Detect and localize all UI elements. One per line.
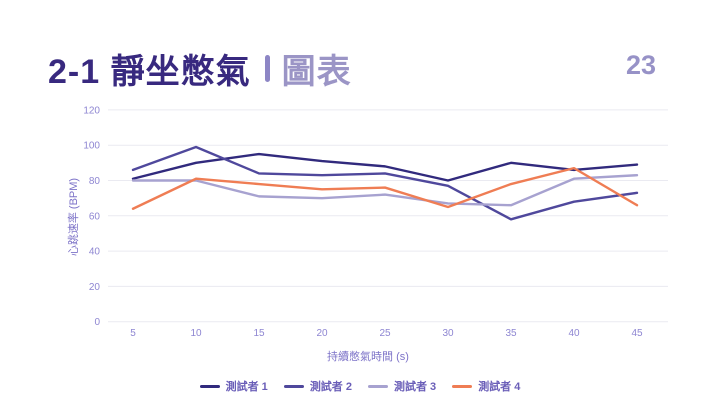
legend-label: 測試者 1: [225, 381, 268, 393]
page-subtitle: 圖表: [281, 53, 352, 91]
series-line-1: [131, 152, 639, 182]
x-tick-label: 10: [190, 328, 202, 339]
legend-item: 測試者 2: [283, 378, 352, 394]
legend-item: 測試者 4: [452, 378, 520, 394]
x-tick-label: 40: [568, 328, 580, 339]
line-chart: 0 20 40 60 80 100 120 5 10 15 20 25 30 35 40 45: [83, 105, 668, 339]
series-line-3: [131, 174, 639, 207]
y-tick-label: 60: [89, 211, 101, 222]
legend-swatch: [368, 384, 388, 388]
page-title: 2-1 靜坐憋氣: [48, 53, 251, 91]
series-line-2: [131, 145, 639, 221]
series-line-4: [131, 166, 639, 210]
legend-swatch: [283, 384, 304, 388]
x-tick-label: 20: [316, 328, 328, 339]
y-tick-label: 100: [83, 141, 100, 152]
x-tick-label: 35: [505, 328, 517, 339]
legend-label: 測試者 2: [309, 381, 352, 393]
y-tick-label: 0: [94, 317, 100, 328]
legend-item: 測試者 3: [368, 378, 436, 394]
legend-item: 測試者 1: [199, 378, 268, 394]
x-tick-label: 5: [130, 328, 136, 339]
y-tick-label: 120: [83, 105, 100, 116]
title-divider-bar: [264, 55, 270, 82]
x-tick-label: 15: [253, 328, 265, 339]
page-number: 23: [625, 50, 656, 80]
x-tick-label: 45: [631, 328, 643, 339]
x-axis-title: 持續憋氣時間 (s): [327, 351, 409, 363]
slide-header: 2-1 靜坐憋氣 圖表: [48, 44, 352, 93]
legend-swatch: [199, 384, 220, 388]
legend-label: 測試者 4: [478, 381, 521, 393]
y-tick-label: 40: [89, 247, 101, 258]
y-tick-label: 80: [89, 176, 101, 187]
legend-label: 測試者 3: [394, 381, 437, 393]
x-tick-label: 25: [379, 328, 391, 339]
legend-swatch: [452, 384, 473, 388]
y-tick-label: 20: [89, 282, 101, 293]
chart-legend: 測試者 1 測試者 2 測試者 3 測試者 4: [0, 377, 720, 395]
x-tick-label: 30: [442, 328, 454, 339]
